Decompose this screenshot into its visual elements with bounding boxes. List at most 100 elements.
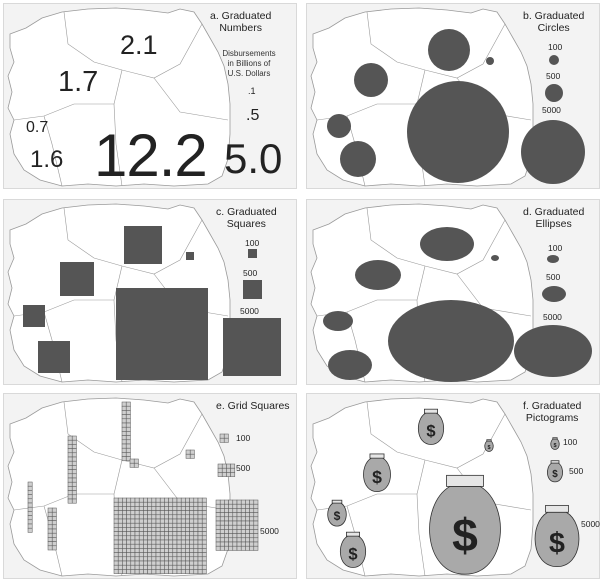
legend-grid-square bbox=[245, 508, 250, 513]
grid-square bbox=[126, 514, 132, 520]
grid-square bbox=[193, 535, 199, 541]
legend-grid-square bbox=[228, 508, 234, 513]
grid-square bbox=[197, 518, 203, 524]
legend-label: .1 bbox=[248, 86, 256, 96]
map-d bbox=[310, 203, 592, 383]
legend-grid-square bbox=[221, 467, 227, 473]
grid-square bbox=[168, 510, 174, 516]
grid-square bbox=[134, 527, 140, 532]
grid-square bbox=[134, 522, 140, 528]
grid-square bbox=[71, 435, 77, 441]
grid-square bbox=[67, 456, 73, 462]
grid-square bbox=[134, 556, 140, 562]
grid-square bbox=[122, 556, 127, 562]
grid-square bbox=[121, 435, 127, 441]
legend-label: 5000 bbox=[260, 526, 279, 536]
grid-square bbox=[71, 456, 77, 462]
grid-square bbox=[147, 510, 153, 516]
grid-square bbox=[67, 444, 73, 449]
panel-title: c. Graduated Squares bbox=[216, 206, 277, 230]
grid-square bbox=[197, 501, 203, 507]
grid-square bbox=[159, 539, 165, 545]
legend-grid-square bbox=[219, 545, 225, 551]
grid-square bbox=[197, 522, 203, 528]
legend-grid-square bbox=[215, 529, 221, 534]
grid-square bbox=[117, 543, 123, 549]
grid-square bbox=[201, 510, 207, 516]
grid-square bbox=[151, 510, 157, 516]
legend-grid-square bbox=[215, 541, 221, 547]
grid-square bbox=[126, 556, 132, 562]
grid-square bbox=[164, 527, 169, 532]
legend-grid-square bbox=[219, 537, 225, 543]
legend-grid-square bbox=[240, 516, 246, 522]
grid-square bbox=[71, 439, 77, 445]
dollar-symbol: $ bbox=[372, 467, 382, 487]
legend-grid-square bbox=[228, 499, 234, 505]
legend-grid-square bbox=[249, 516, 255, 522]
grid-square bbox=[134, 501, 140, 507]
grid-square bbox=[126, 518, 132, 524]
grid-square bbox=[159, 518, 165, 524]
country-border bbox=[63, 207, 203, 275]
grid-square bbox=[27, 502, 33, 508]
grid-square bbox=[134, 518, 140, 524]
grid-square bbox=[155, 556, 161, 562]
grid-square bbox=[143, 543, 148, 549]
grid-square bbox=[164, 522, 169, 528]
grid-square bbox=[151, 527, 157, 532]
legend-grid-square bbox=[253, 516, 259, 522]
grid-square bbox=[125, 435, 131, 441]
grid-square bbox=[201, 527, 207, 532]
grid-square bbox=[51, 537, 57, 542]
legend-grid-square bbox=[232, 537, 238, 543]
grid-square bbox=[143, 518, 148, 524]
grid-square bbox=[138, 543, 144, 549]
grid-square bbox=[159, 552, 165, 558]
grid-square bbox=[155, 497, 161, 503]
grid-square bbox=[122, 501, 127, 507]
country-border bbox=[153, 77, 229, 121]
grid-square bbox=[197, 514, 203, 520]
grid-square bbox=[143, 506, 148, 511]
grid-square bbox=[122, 535, 127, 541]
grid-square bbox=[193, 522, 199, 528]
grid-square bbox=[201, 518, 207, 524]
grid-square bbox=[193, 556, 199, 562]
grid-square bbox=[172, 535, 178, 541]
legend-label: 500 bbox=[569, 466, 584, 476]
grid-square bbox=[168, 518, 174, 524]
grid-square bbox=[172, 548, 178, 553]
grid-square bbox=[155, 543, 161, 549]
grid-square bbox=[134, 510, 140, 516]
grid-square bbox=[147, 518, 153, 524]
grid-square bbox=[201, 560, 207, 566]
grid-square bbox=[168, 497, 174, 503]
legend-grid-square bbox=[232, 545, 238, 551]
grid-square bbox=[155, 510, 161, 516]
grid-square bbox=[176, 569, 182, 574]
legend-grid-square bbox=[232, 503, 238, 509]
grid-square bbox=[143, 522, 148, 528]
legend-grid-square bbox=[249, 545, 255, 551]
grid-square bbox=[71, 481, 77, 487]
grid-square bbox=[193, 564, 199, 570]
grid-square bbox=[113, 560, 119, 566]
grid-square bbox=[168, 535, 174, 541]
grid-square bbox=[121, 431, 127, 436]
grid-square bbox=[67, 473, 73, 479]
grid-square bbox=[155, 531, 161, 537]
grid-square bbox=[155, 501, 161, 507]
grid-square bbox=[27, 511, 33, 516]
grid-square bbox=[151, 543, 157, 549]
legend-grid-square bbox=[249, 520, 255, 526]
grid-square bbox=[164, 514, 169, 520]
legend-grid-square bbox=[245, 545, 250, 551]
grid-square bbox=[185, 506, 190, 511]
grid-square bbox=[129, 458, 135, 464]
legend-grid-square bbox=[245, 503, 250, 509]
grid-square bbox=[27, 485, 33, 491]
grid-square bbox=[172, 560, 178, 566]
value-label: 0.7 bbox=[26, 119, 49, 136]
legend-ellipse bbox=[542, 286, 566, 302]
